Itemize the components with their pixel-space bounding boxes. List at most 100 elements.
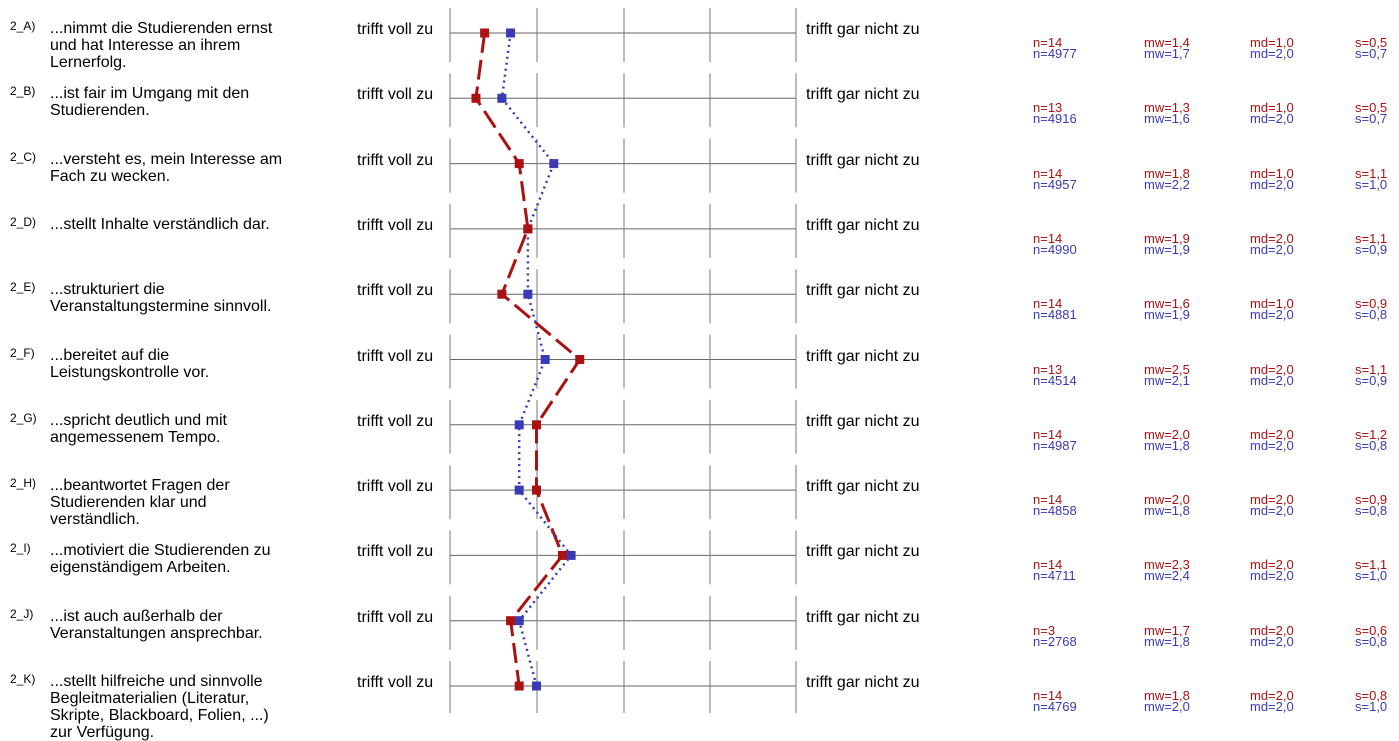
- scale-right-label: trifft gar nicht zu: [806, 478, 920, 496]
- stat-s-course: s=1,1: [1355, 230, 1388, 246]
- stat-md-reference: md=2,0: [1250, 699, 1294, 714]
- stat-md-reference: md=2,0: [1250, 633, 1294, 649]
- stat-md-reference: md=2,0: [1250, 241, 1294, 257]
- series-reference-marker: [532, 681, 541, 691]
- scale-right-label: trifft gar nicht zu: [806, 543, 920, 561]
- item-question: ...nimmt die Studierenden ernst und hat …: [50, 20, 273, 71]
- scale-right-label: trifft gar nicht zu: [806, 151, 920, 169]
- scale-left-label: trifft voll zu: [357, 151, 434, 169]
- stat-s-reference: s=0,8: [1355, 503, 1388, 519]
- series-reference-marker: [514, 485, 524, 495]
- stat-n-course: n=14: [1033, 230, 1063, 246]
- stat-s-course: s=0,5: [1355, 100, 1388, 116]
- stat-n-reference: n=4711: [1033, 568, 1076, 584]
- series-course-marker: [523, 224, 533, 234]
- series-reference-marker: [566, 550, 576, 560]
- stat-mw-course: mw=1,3: [1144, 100, 1190, 116]
- stat-mw-course: mw=1,4: [1144, 35, 1190, 50]
- stat-md-course: md=2,0: [1250, 557, 1294, 573]
- scale-left-label: trifft voll zu: [357, 412, 434, 430]
- stat-n-reference: n=4769: [1033, 699, 1077, 714]
- stat-n-reference: n=4514: [1033, 372, 1077, 388]
- stat-n-reference: n=4858: [1033, 503, 1077, 519]
- stat-n-reference: n=4990: [1033, 241, 1077, 257]
- series-reference-marker: [523, 289, 533, 299]
- stat-s-reference: s=1,0: [1355, 568, 1388, 584]
- stat-mw-reference: mw=1,9: [1144, 241, 1190, 257]
- item-code: 2_J): [10, 606, 34, 621]
- stat-n-reference: n=4916: [1033, 111, 1077, 127]
- series-course-marker: [514, 159, 524, 169]
- stat-md-course: md=1,0: [1250, 296, 1294, 312]
- series-course-marker: [506, 616, 516, 626]
- stat-mw-course: mw=1,7: [1144, 622, 1190, 638]
- item-question: ...bereitet auf die Leistungskontrolle v…: [50, 346, 210, 381]
- scale-right-label: trifft gar nicht zu: [806, 282, 920, 300]
- stat-n-course: n=14: [1033, 35, 1063, 50]
- series-course-marker: [514, 681, 524, 691]
- scale-left-label: trifft voll zu: [357, 347, 434, 365]
- series-reference-marker: [549, 159, 559, 169]
- scale-right-label: trifft gar nicht zu: [806, 216, 920, 234]
- series-course-marker: [532, 485, 541, 495]
- stat-mw-reference: mw=1,8: [1144, 503, 1190, 519]
- stat-mw-reference: mw=2,2: [1144, 176, 1190, 192]
- stat-md-reference: md=2,0: [1250, 503, 1294, 519]
- stat-md-reference: md=2,0: [1250, 568, 1294, 584]
- stat-n-course: n=3: [1033, 622, 1056, 638]
- item-code: 2_B): [10, 84, 36, 99]
- stat-n-course: n=14: [1033, 557, 1063, 573]
- stat-n-course: n=13: [1033, 361, 1063, 377]
- item-code: 2_A): [10, 19, 36, 33]
- stat-s-course: s=0,6: [1355, 622, 1388, 638]
- series-course-marker: [497, 289, 507, 299]
- stat-s-reference: s=0,8: [1355, 307, 1388, 323]
- stat-md-reference: md=2,0: [1250, 111, 1294, 127]
- stat-s-reference: s=0,9: [1355, 372, 1388, 388]
- stat-mw-course: mw=2,0: [1144, 492, 1190, 508]
- stat-n-course: n=14: [1033, 296, 1063, 312]
- stat-s-reference: s=1,0: [1355, 176, 1388, 192]
- stat-n-reference: n=4977: [1033, 46, 1077, 61]
- stat-n-course: n=13: [1033, 100, 1063, 116]
- stat-s-course: s=1,2: [1355, 426, 1388, 442]
- stat-s-reference: s=0,8: [1355, 437, 1388, 453]
- scale-right-label: trifft gar nicht zu: [806, 674, 920, 691]
- stat-n-reference: n=4987: [1033, 437, 1077, 453]
- stat-md-course: md=2,0: [1250, 230, 1294, 246]
- series-reference-marker: [506, 28, 516, 38]
- stat-mw-course: mw=2,0: [1144, 426, 1190, 442]
- scale-left-label: trifft voll zu: [357, 21, 434, 38]
- stat-md-course: md=1,0: [1250, 35, 1294, 50]
- item-code: 2_E): [10, 280, 36, 295]
- item-code: 2_G): [10, 410, 37, 425]
- stat-mw-reference: mw=1,7: [1144, 46, 1190, 61]
- stat-s-course: s=0,5: [1355, 35, 1388, 50]
- stat-mw-reference: mw=2,0: [1144, 699, 1190, 714]
- item-question: ...beantwortet Fragen der Studierenden k…: [50, 477, 230, 529]
- scale-right-label: trifft gar nicht zu: [806, 608, 920, 626]
- scale-left-label: trifft voll zu: [357, 216, 434, 234]
- stat-s-reference: s=0,7: [1355, 46, 1388, 61]
- series-course-marker: [532, 420, 541, 430]
- stat-n-reference: n=2768: [1033, 633, 1077, 649]
- stat-md-reference: md=2,0: [1250, 176, 1294, 192]
- stat-s-course: s=0,9: [1355, 492, 1388, 508]
- stat-s-course: s=1,1: [1355, 557, 1388, 573]
- stat-md-reference: md=2,0: [1250, 307, 1294, 323]
- stat-s-reference: s=0,9: [1355, 241, 1388, 257]
- stat-md-reference: md=2,0: [1250, 437, 1294, 453]
- stat-n-reference: n=4957: [1033, 176, 1077, 192]
- stat-mw-course: mw=1,8: [1144, 688, 1190, 703]
- item-question: ...strukturiert die Veranstaltungstermin…: [50, 281, 272, 316]
- stat-md-course: md=2,0: [1250, 361, 1294, 377]
- scale-left-label: trifft voll zu: [357, 674, 434, 691]
- stat-n-course: n=14: [1033, 492, 1063, 508]
- scale-left-label: trifft voll zu: [357, 478, 434, 496]
- stat-md-reference: md=2,0: [1250, 372, 1294, 388]
- series-reference-marker: [497, 93, 507, 103]
- stat-mw-course: mw=2,3: [1144, 557, 1190, 573]
- stat-s-course: s=1,1: [1355, 361, 1388, 377]
- item-question: ...versteht es, mein Interesse am Fach z…: [50, 150, 283, 185]
- item-question: ...ist auch außerhalb der Veranstaltunge…: [50, 607, 263, 642]
